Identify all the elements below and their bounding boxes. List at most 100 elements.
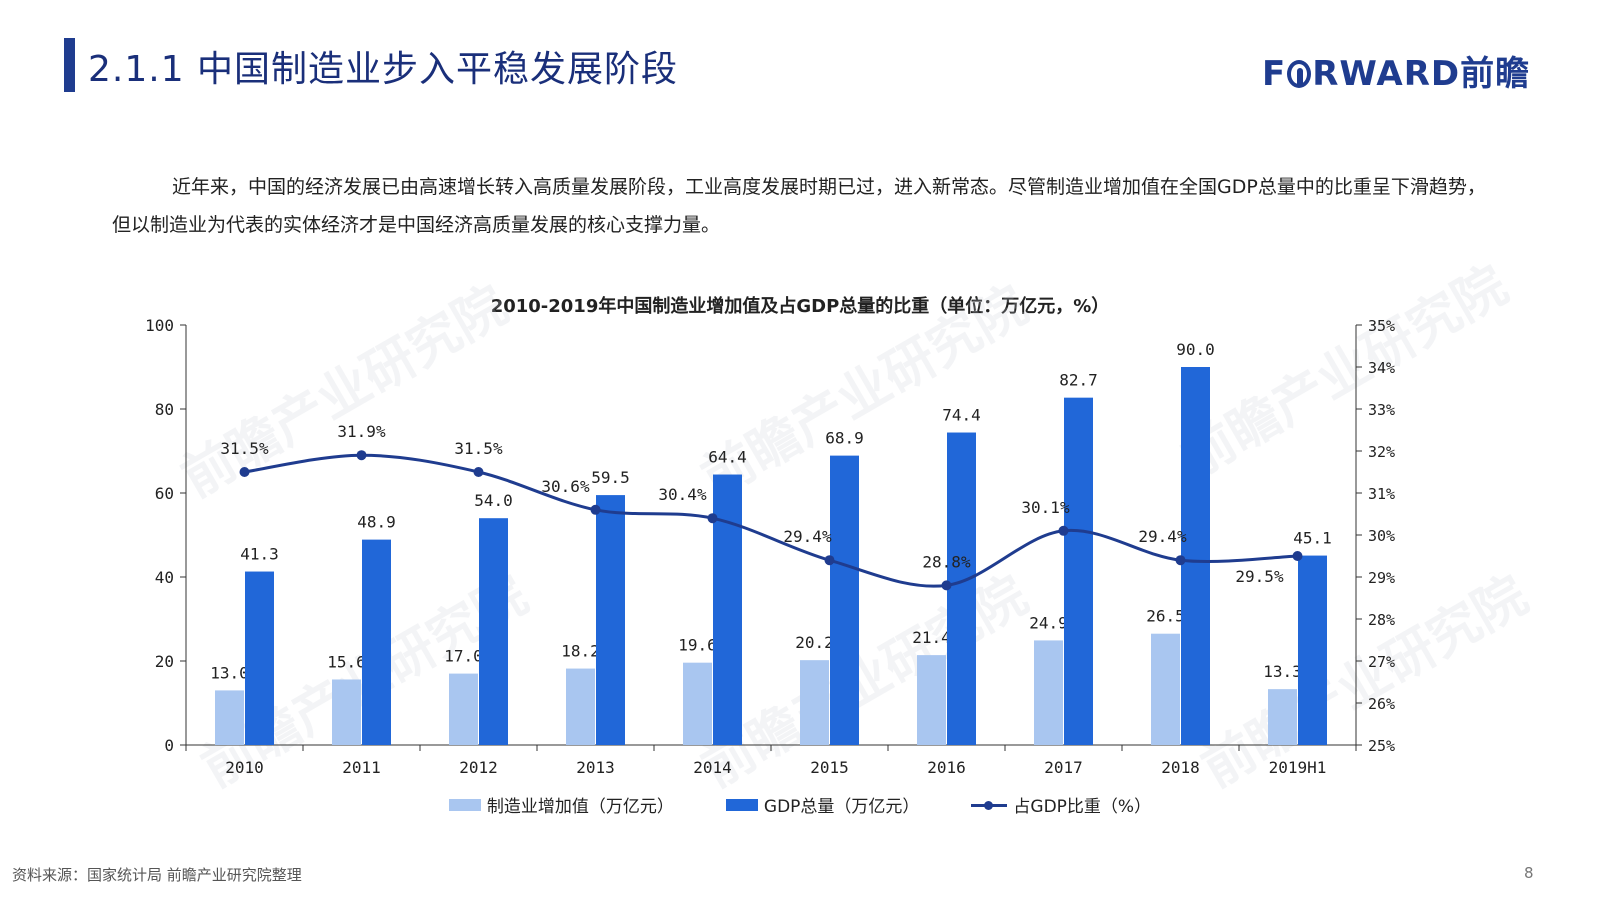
x-tick-label: 2013: [576, 758, 615, 777]
bar-manufacturing: [1268, 689, 1297, 745]
logo-text-right: RWARD前瞻: [1312, 54, 1531, 94]
page-title: 2.1.1 中国制造业步入平稳发展阶段: [88, 49, 679, 90]
share-label: 31.5%: [220, 439, 269, 458]
share-label: 31.5%: [454, 439, 503, 458]
x-tick-label: 2018: [1161, 758, 1200, 777]
legend-label-manufacturing: 制造业增加值（万亿元）: [486, 797, 674, 817]
right-tick-label: 33%: [1368, 401, 1395, 419]
share-label: 29.5%: [1235, 567, 1284, 586]
left-tick-label: 80: [155, 400, 174, 419]
legend-label-gdp: GDP总量（万亿元）: [763, 797, 920, 817]
share-label: 30.4%: [658, 485, 707, 504]
share-point: [1175, 555, 1186, 566]
title-accent-bar: [64, 38, 75, 92]
right-tick-label: 25%: [1368, 737, 1395, 755]
bar-manufacturing: [1151, 633, 1180, 745]
bar-manufacturing: [566, 668, 595, 745]
bar-label-gdp: 64.4: [708, 448, 747, 467]
bar-label-manufacturing: 18.2: [561, 642, 600, 661]
right-tick-label: 35%: [1368, 317, 1395, 335]
x-tick-label: 2010: [225, 758, 264, 777]
right-tick-label: 30%: [1368, 527, 1395, 545]
legend-swatch-gdp: [725, 798, 758, 811]
right-tick-label: 34%: [1368, 359, 1395, 377]
share-label: 30.1%: [1021, 498, 1070, 517]
left-tick-label: 0: [164, 736, 174, 755]
right-tick-label: 31%: [1368, 485, 1395, 503]
share-label: 30.6%: [541, 477, 590, 496]
bar-label-gdp: 54.0: [474, 491, 513, 510]
share-line: [244, 453, 1298, 588]
intro-paragraph: 近年来，中国的经济发展已由高速增长转入高质量发展阶段，工业高度发展时期已过，进入…: [112, 176, 1486, 236]
legend-item-share: 占GDP比重（%）: [971, 792, 1151, 817]
legend-swatch-share: [971, 799, 1008, 811]
bar-gdp: [245, 571, 274, 745]
share-label: 28.8%: [922, 552, 971, 571]
page-number: 8: [1524, 864, 1534, 882]
right-tick-label: 29%: [1368, 569, 1395, 587]
bar-gdp: [830, 455, 859, 745]
bar-manufacturing: [449, 673, 478, 745]
left-tick-label: 20: [155, 652, 174, 671]
bar-gdp: [1298, 555, 1327, 745]
bar-gdp: [479, 518, 508, 745]
left-tick-label: 100: [145, 316, 174, 335]
forward-logo: F RWARD前瞻: [1262, 46, 1530, 95]
bar-gdp: [362, 539, 391, 745]
share-point: [473, 467, 484, 477]
right-tick-label: 27%: [1368, 653, 1395, 671]
bar-gdp: [1181, 367, 1210, 745]
x-tick-label: 2011: [342, 758, 381, 777]
bar-manufacturing: [917, 655, 946, 745]
bar-label-manufacturing: 26.5: [1146, 607, 1185, 626]
bar-label-gdp: 41.3: [240, 545, 279, 564]
share-point: [824, 555, 835, 566]
chart-title: 2010-2019年中国制造业增加值及占GDP总量的比重（单位：万亿元，%）: [490, 296, 1110, 317]
x-tick-label: 2015: [810, 758, 849, 777]
x-tick-label: 2012: [459, 758, 498, 777]
bar-manufacturing: [800, 660, 829, 745]
logo-mark-icon: [1287, 60, 1312, 88]
legend-item-manufacturing: 制造业增加值（万亿元）: [448, 792, 674, 817]
bar-label-manufacturing: 13.0: [210, 663, 249, 682]
legend-swatch-manufacturing: [448, 798, 481, 811]
share-point: [590, 504, 601, 515]
chart-legend: 制造业增加值（万亿元） GDP总量（万亿元） 占GDP比重（%）: [0, 792, 1600, 817]
share-point: [1058, 525, 1069, 536]
share-label: 29.4%: [783, 527, 832, 546]
bar-label-manufacturing: 15.6: [327, 652, 366, 671]
bar-label-gdp: 59.5: [591, 468, 630, 487]
share-point: [941, 580, 952, 591]
share-point: [356, 450, 367, 461]
bar-manufacturing: [683, 662, 712, 745]
x-tick-label: 2016: [927, 758, 966, 777]
bar-manufacturing: [215, 690, 244, 745]
bar-label-manufacturing: 21.4: [912, 628, 951, 647]
logo-text-left: F: [1262, 54, 1287, 94]
right-tick-label: 28%: [1368, 611, 1395, 629]
bar-label-gdp: 82.7: [1059, 371, 1098, 390]
bar-label-gdp: 74.4: [942, 406, 981, 425]
bar-manufacturing: [1034, 640, 1063, 745]
legend-item-gdp: GDP总量（万亿元）: [725, 792, 920, 817]
x-tick-label: 2014: [693, 758, 732, 777]
bar-label-gdp: 68.9: [825, 429, 864, 448]
bar-label-manufacturing: 19.6: [678, 636, 717, 655]
legend-label-share: 占GDP比重（%）: [1013, 797, 1152, 817]
right-tick-label: 26%: [1368, 695, 1395, 713]
bar-label-gdp: 48.9: [357, 513, 396, 532]
bar-label-manufacturing: 13.3: [1263, 662, 1302, 681]
bar-label-gdp: 90.0: [1176, 340, 1215, 359]
left-tick-label: 40: [155, 568, 174, 587]
share-label: 29.4%: [1138, 527, 1187, 546]
share-point: [239, 467, 250, 477]
share-point: [1292, 551, 1303, 561]
source-note: 资料来源：国家统计局 前瞻产业研究院整理: [12, 866, 302, 884]
bar-gdp: [1064, 397, 1093, 745]
x-tick-label: 2017: [1044, 758, 1083, 777]
bar-label-manufacturing: 24.9: [1029, 613, 1068, 632]
bar-gdp: [713, 474, 742, 745]
left-tick-label: 60: [155, 484, 174, 503]
share-label: 31.9%: [337, 422, 386, 441]
